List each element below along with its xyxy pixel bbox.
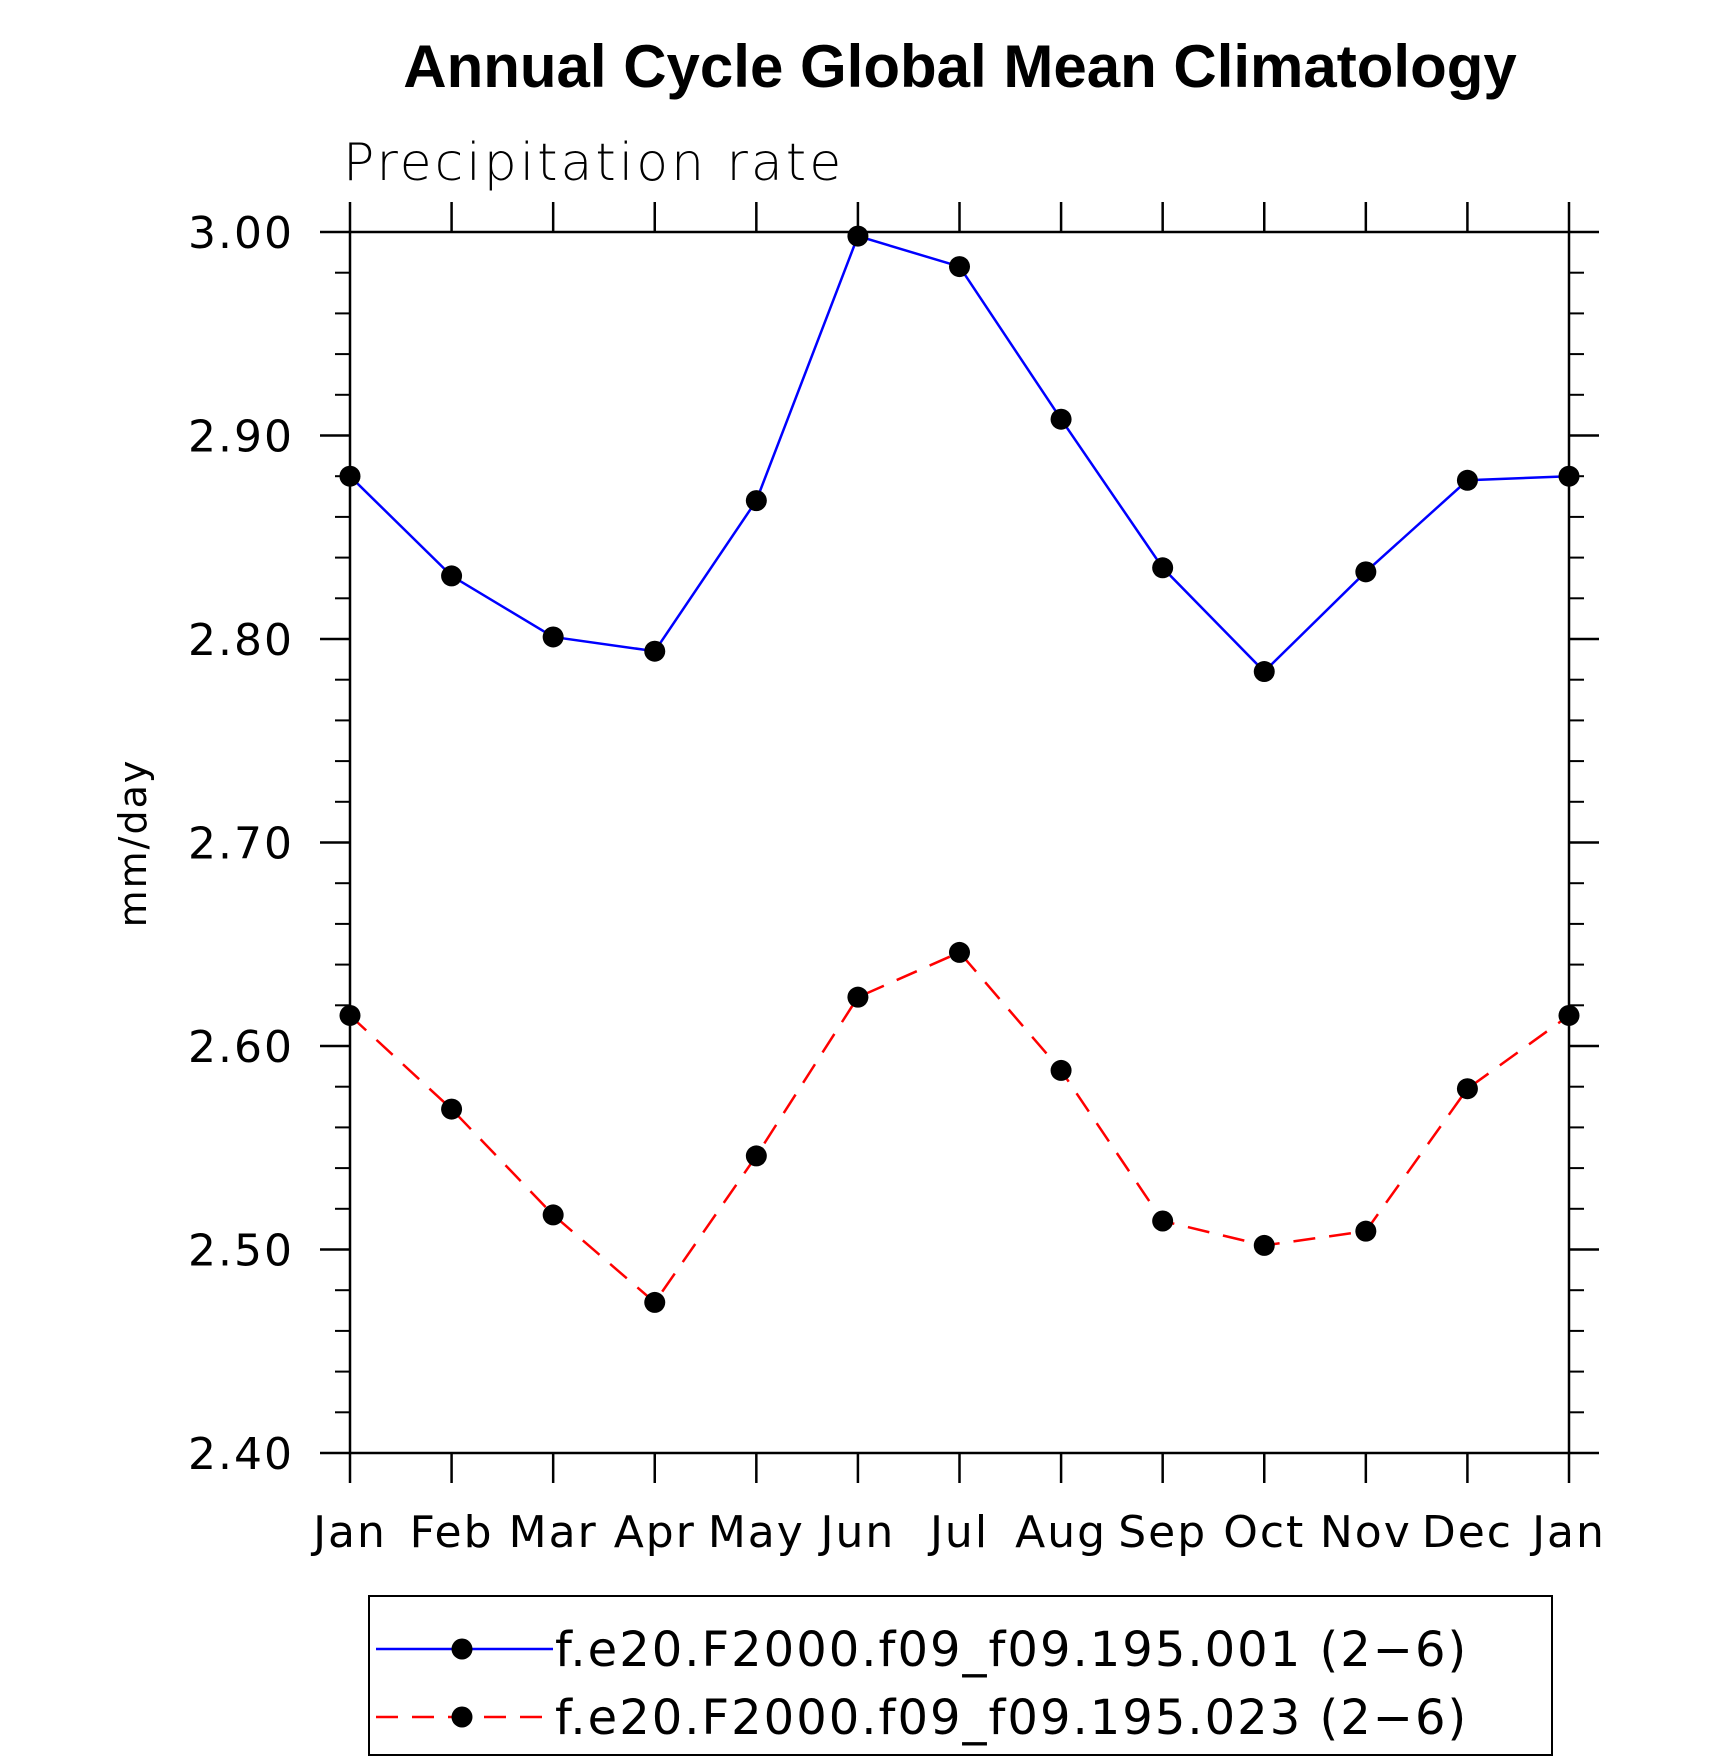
data-point <box>1050 408 1072 430</box>
data-point <box>441 565 463 587</box>
y-tick-label: 2.90 <box>188 412 294 463</box>
data-point <box>1152 1210 1174 1232</box>
y-tick-label: 2.80 <box>188 615 294 666</box>
data-point <box>644 1291 666 1313</box>
x-tick-label: Jun <box>818 1507 896 1558</box>
x-tick-label: Oct <box>1223 1507 1305 1558</box>
data-point <box>1456 1078 1478 1100</box>
chart-subtitle: Precipitation rate <box>343 133 844 193</box>
legend-marker-2 <box>451 1706 473 1728</box>
y-tick-label: 2.50 <box>188 1226 294 1277</box>
data-point <box>1152 557 1174 579</box>
data-point <box>542 626 564 648</box>
x-tick-label: May <box>708 1507 805 1558</box>
data-point <box>949 941 970 963</box>
plot-border <box>348 230 1571 1455</box>
data-point <box>644 640 666 662</box>
x-tick-label: Dec <box>1422 1507 1513 1558</box>
series-2 <box>339 941 1580 1313</box>
axis-ticks <box>320 202 1599 1483</box>
x-tick-labels: Jan Feb Mar Apr May Jun Jul Aug Sep Oct Nov Dec Jan <box>310 1507 1606 1558</box>
data-point <box>1050 1059 1072 1081</box>
plot-frame <box>348 230 1571 1455</box>
x-tick-label: Aug <box>1015 1507 1107 1558</box>
data-point <box>745 490 767 512</box>
data-point <box>441 1098 463 1120</box>
data-point <box>1558 1004 1580 1026</box>
legend: f.e20.F2000.f09_f09.195.001 (2−6) f.e20.F… <box>368 1595 1553 1756</box>
data-point <box>1253 661 1275 683</box>
y-tick-label: 2.70 <box>188 819 294 870</box>
x-tick-label: Mar <box>509 1507 598 1558</box>
data-point <box>542 1204 564 1226</box>
data-point <box>339 1004 361 1026</box>
data-point <box>1558 465 1580 487</box>
series-layer <box>339 225 1580 1313</box>
x-tick-label: Sep <box>1118 1507 1207 1558</box>
x-tick-label: Nov <box>1320 1507 1412 1558</box>
data-point <box>1355 561 1377 583</box>
y-tick-label: 2.60 <box>188 1022 294 1073</box>
legend-marker-1 <box>451 1638 473 1660</box>
chart-title: Annual Cycle Global Mean Climatology <box>403 33 1517 100</box>
data-point <box>1355 1220 1377 1242</box>
series-line <box>349 950 1570 1305</box>
legend-label-1: f.e20.F2000.f09_f09.195.001 (2−6) <box>555 1622 1468 1678</box>
data-point <box>1456 469 1478 491</box>
x-tick-label: Jan <box>310 1507 387 1558</box>
x-tick-label: Apr <box>614 1507 696 1558</box>
y-tick-label: 2.40 <box>188 1429 294 1480</box>
legend-box <box>368 1595 1553 1756</box>
x-tick-label: Jan <box>1529 1507 1606 1558</box>
y-tick-label: 3.00 <box>188 208 294 259</box>
x-tick-label: Feb <box>410 1507 494 1558</box>
data-point <box>1253 1234 1275 1256</box>
data-point <box>949 256 970 278</box>
data-point <box>339 465 361 487</box>
data-point <box>847 986 869 1008</box>
series-line <box>349 234 1570 674</box>
x-tick-label: Jul <box>927 1507 989 1558</box>
y-axis-label: mm/day <box>111 759 155 928</box>
legend-label-2: f.e20.F2000.f09_f09.195.023 (2−6) <box>555 1690 1468 1746</box>
data-point <box>745 1145 767 1167</box>
series-1 <box>339 225 1580 683</box>
y-tick-labels: 2.40 2.50 2.60 2.70 2.80 2.90 3.00 <box>188 208 294 1480</box>
data-point <box>847 225 869 247</box>
